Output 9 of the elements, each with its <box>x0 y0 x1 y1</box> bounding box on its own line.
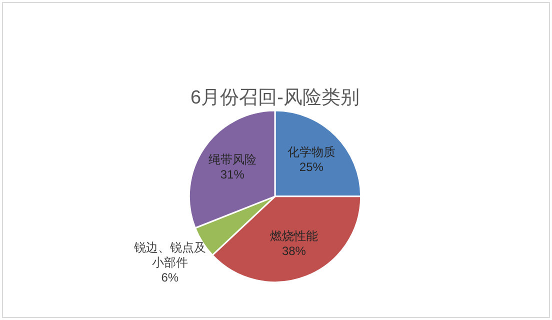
slice-label: 化学物质 <box>287 144 336 159</box>
data-label: 6% <box>161 270 179 284</box>
data-label: 31% <box>220 167 245 182</box>
slice-label: 锐边、锐点及小部件 <box>132 240 206 270</box>
slice-label: 绳带风险 <box>208 152 256 166</box>
data-label: 25% <box>299 160 324 174</box>
data-label: 38% <box>282 244 306 258</box>
chart-title: 6月份召回-风险类别 <box>190 88 360 109</box>
slice-label: 燃烧性能 <box>270 229 318 244</box>
